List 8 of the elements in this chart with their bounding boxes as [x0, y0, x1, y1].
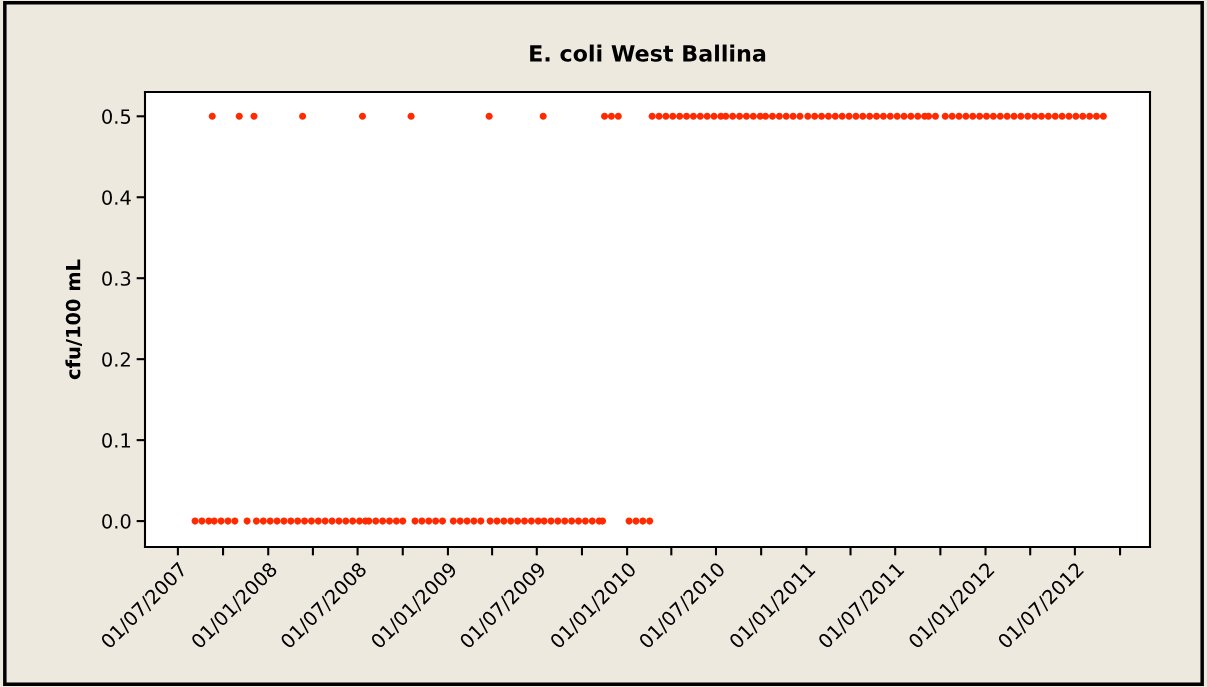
- chart-title: E. coli West Ballina: [530, 44, 766, 62]
- y-axis-title: cfu/100 mL: [65, 259, 82, 380]
- y-tick-label: 0.3: [102, 271, 131, 286]
- y-tick-label: 0.0: [102, 514, 131, 529]
- y-tick-label: 0.1: [102, 433, 131, 448]
- y-tick-label: 0.2: [102, 352, 130, 367]
- y-tick-label: 0.5: [102, 109, 131, 124]
- y-tick-label: 0.4: [102, 190, 131, 205]
